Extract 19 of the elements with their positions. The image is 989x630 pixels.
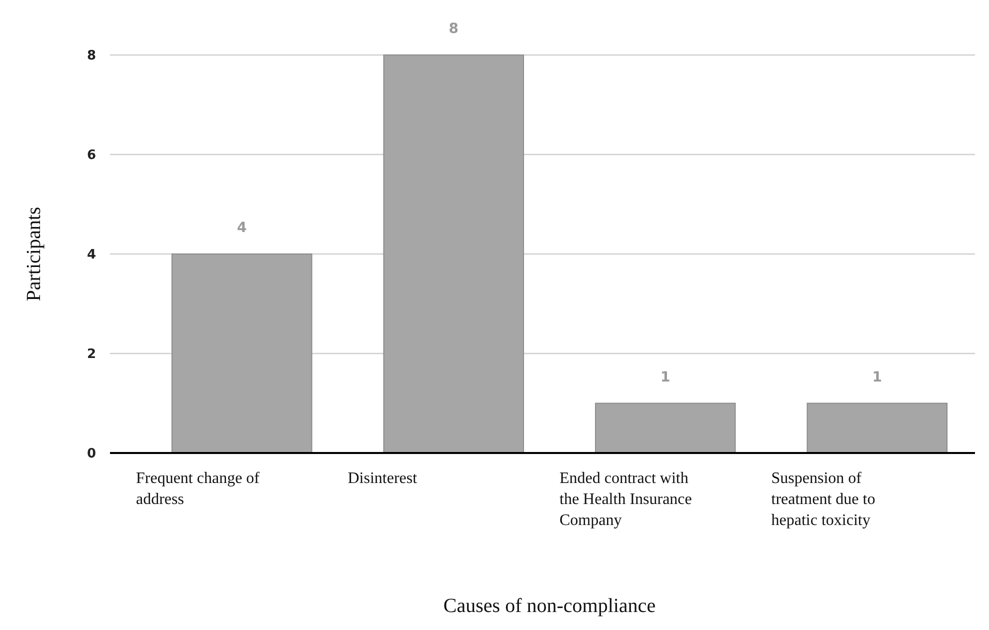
y-tick-label: 2 [86,347,96,362]
x-tick-label: Suspension of treatment due to hepatic toxicity [771,470,876,529]
y-axis-title: Participants [23,206,45,302]
y-tick-label: 6 [86,148,96,164]
y-tick-label: 0 [86,446,96,462]
y-tick-label: 8 [86,48,96,64]
data-label: 1 [872,369,882,386]
x-tick-label: Disinterest [348,470,418,487]
x-axis-title: Causes of non-compliance [443,595,656,617]
x-tick-label: Ended contract with the Health Insurance Company [560,470,692,529]
bar [806,402,948,454]
x-tick-label: Frequent change of address [136,470,260,508]
bar [172,254,312,454]
bar [595,402,736,454]
y-tick-label: 4 [86,248,96,263]
data-label: 1 [660,369,670,386]
bar [383,54,524,454]
data-label: 4 [237,220,247,236]
data-label: 8 [448,21,458,37]
